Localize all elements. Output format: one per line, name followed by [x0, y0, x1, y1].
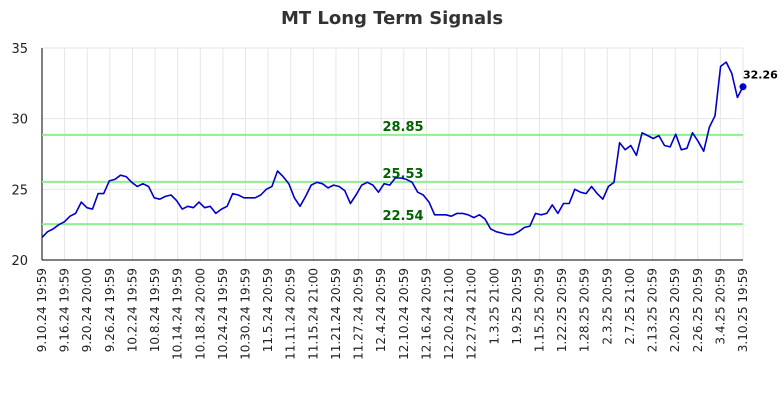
y-tick-label: 20 [11, 254, 28, 269]
x-tick-label: 2.26.25 20:59 [691, 268, 705, 352]
x-tick-label: 1.15.25 20:59 [532, 268, 546, 352]
x-tick-label: 9.26.24 19:59 [103, 268, 117, 352]
x-tick-label: 11.5.24 20:59 [261, 268, 275, 352]
x-tick-label: 11.15.24 21:00 [306, 268, 320, 360]
x-tick-label: 11.21.24 20:59 [329, 268, 343, 360]
x-tick-label: 10.18.24 20:00 [193, 268, 207, 360]
y-tick-label: 35 [11, 42, 28, 57]
last-price-point [739, 83, 747, 91]
y-tick-label: 30 [11, 113, 28, 128]
x-tick-label: 12.4.24 20:59 [374, 268, 388, 352]
x-tick-label: 2.20.25 20:59 [668, 268, 682, 352]
x-tick-label: 2.13.25 20:59 [646, 268, 660, 352]
x-tick-label: 10.30.24 19:59 [239, 268, 253, 360]
x-tick-label: 2.3.25 20:59 [600, 268, 614, 345]
x-tick-label: 1.3.25 21:00 [487, 268, 501, 345]
x-tick-label: 12.16.24 20:59 [419, 268, 433, 360]
x-tick-label: 10.14.24 19:59 [171, 268, 185, 360]
x-tick-label: 1.9.25 20:59 [510, 268, 524, 345]
x-tick-label: 10.8.24 19:59 [148, 268, 162, 352]
y-tick-label: 25 [11, 183, 28, 198]
x-tick-label: 12.10.24 20:59 [397, 268, 411, 360]
signal-line-label: 25.53 [382, 167, 423, 182]
x-tick-label: 2.7.25 21:00 [623, 268, 637, 345]
x-tick-label: 3.4.25 20:59 [713, 268, 727, 345]
chart-title: MT Long Term Signals [280, 8, 504, 29]
signal-line-label: 22.54 [382, 209, 423, 224]
x-tick-label: 10.2.24 19:59 [125, 268, 139, 352]
x-tick-label: 11.11.24 20:59 [284, 268, 298, 360]
x-tick-label: 9.16.24 19:59 [58, 268, 72, 352]
x-tick-label: 11.27.24 20:59 [352, 268, 366, 360]
x-tick-label: 3.10.25 19:59 [736, 268, 750, 352]
x-tick-label: 9.20.24 20:00 [80, 268, 94, 352]
x-tick-label: 12.20.24 21:00 [442, 268, 456, 360]
signal-line-label: 28.85 [382, 120, 423, 135]
x-tick-label: 9.10.24 19:59 [35, 268, 49, 352]
x-tick-label: 10.24.24 19:59 [216, 268, 230, 360]
price-series-line [41, 61, 744, 238]
x-tick-label: 12.27.24 21:00 [465, 268, 479, 360]
x-tick-label: 1.22.25 20:59 [555, 268, 569, 352]
x-tick-label: 1.28.25 20:59 [578, 268, 592, 352]
last-price-label: 32.26 [743, 69, 778, 82]
